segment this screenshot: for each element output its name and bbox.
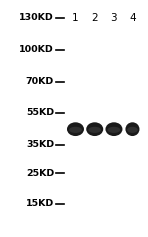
Ellipse shape	[126, 122, 140, 136]
Ellipse shape	[67, 122, 84, 136]
Text: 35KD: 35KD	[26, 140, 54, 149]
Ellipse shape	[127, 127, 138, 133]
Text: 3: 3	[111, 13, 117, 23]
Text: 130KD: 130KD	[19, 13, 54, 22]
Text: 15KD: 15KD	[26, 199, 54, 208]
Text: 4: 4	[130, 13, 136, 23]
Text: 70KD: 70KD	[26, 77, 54, 86]
Text: 100KD: 100KD	[19, 45, 54, 54]
Text: 25KD: 25KD	[26, 169, 54, 178]
Text: 2: 2	[91, 13, 98, 23]
Ellipse shape	[86, 122, 103, 136]
Ellipse shape	[88, 127, 101, 133]
Ellipse shape	[105, 122, 123, 136]
Text: 55KD: 55KD	[26, 108, 54, 117]
Text: 1: 1	[72, 13, 79, 23]
Ellipse shape	[108, 127, 120, 133]
Ellipse shape	[69, 127, 82, 133]
